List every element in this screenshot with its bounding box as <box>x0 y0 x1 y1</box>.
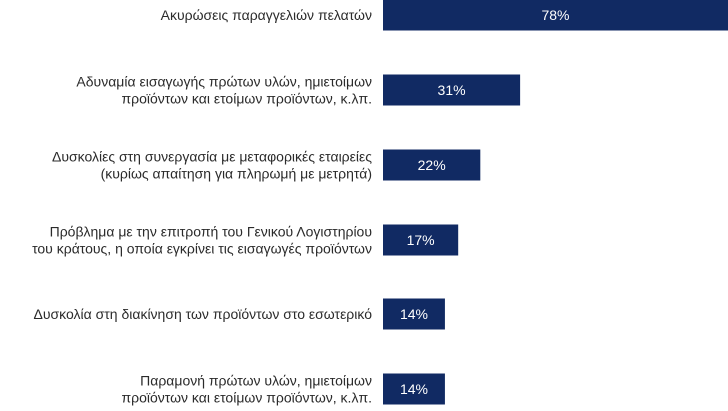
category-label-2-line-2: προϊόντων και ετοίμων προϊόντων, κ.λπ. <box>121 91 372 107</box>
value-label-2: 31% <box>438 82 466 98</box>
category-label-4-line-2: του κράτους, η οποία εγκρίνει τις εισαγω… <box>32 241 372 257</box>
bar-5 <box>383 298 445 330</box>
value-label-6: 14% <box>400 381 428 397</box>
bar-2 <box>383 74 521 106</box>
value-label-1: 78% <box>541 7 569 23</box>
bars-layer <box>383 0 728 405</box>
value-label-4: 17% <box>407 232 435 248</box>
bar-4 <box>383 224 459 256</box>
category-label-3-line-1: Δυσκολίες στη συνεργασία με μεταφορικές … <box>52 149 372 165</box>
category-label-6-line-1: Παραμονή πρώτων υλών, ημιετοίμων <box>140 373 372 389</box>
category-labels-layer: Ακυρώσεις παραγγελιών πελατών Αδυναμία ει… <box>32 7 372 406</box>
category-label-6-line-2: προϊόντων και ετοίμων προϊόντων, κ.λπ. <box>121 390 372 406</box>
category-label-1-line-1: Ακυρώσεις παραγγελιών πελατών <box>161 7 372 23</box>
value-label-3: 22% <box>418 157 446 173</box>
value-label-5: 14% <box>400 306 428 322</box>
bar-1 <box>383 0 728 31</box>
value-labels-layer: 78% 31% 22% 17% 14% 14% <box>400 7 570 397</box>
category-label-2-line-1: Αδυναμία εισαγωγής πρώτων υλών, ημιετοίμ… <box>76 74 372 90</box>
bar-6 <box>383 373 445 405</box>
category-label-3-line-2: (κυρίως απαίτηση για πληρωμή με μετρητά) <box>101 166 372 182</box>
category-label-5-line-1: Δυσκολία στη διακίνηση των προϊόντων στο… <box>34 306 373 322</box>
bar-3 <box>383 149 481 181</box>
category-label-4-line-1: Πρόβλημα με την επιτροπή του Γενικού Λογ… <box>50 224 372 240</box>
